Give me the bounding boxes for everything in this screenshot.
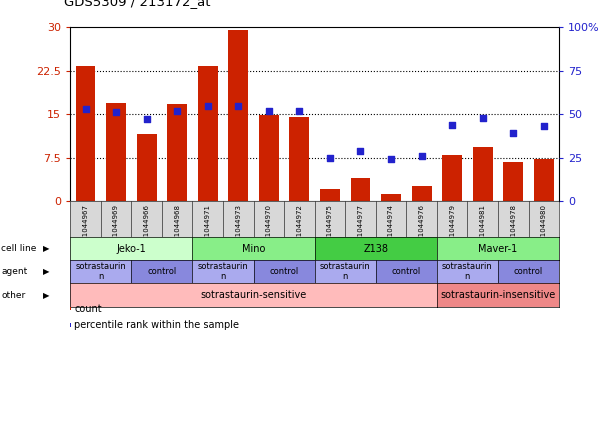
Point <box>325 154 335 161</box>
Text: GSM1044975: GSM1044975 <box>327 204 333 251</box>
Text: GSM1044967: GSM1044967 <box>82 204 89 251</box>
Point <box>203 102 213 109</box>
Bar <box>412 187 431 201</box>
Point <box>447 121 457 128</box>
Bar <box>106 103 126 201</box>
Text: control: control <box>269 267 299 276</box>
Bar <box>473 147 492 201</box>
Text: other: other <box>1 291 26 299</box>
Text: ▶: ▶ <box>43 244 49 253</box>
Text: count: count <box>75 304 102 314</box>
Text: GSM1044969: GSM1044969 <box>113 204 119 251</box>
Point <box>478 114 488 121</box>
Text: sotrastaurin-insensitive: sotrastaurin-insensitive <box>441 290 555 300</box>
Text: GSM1044974: GSM1044974 <box>388 204 394 251</box>
Text: GSM1044973: GSM1044973 <box>235 204 241 251</box>
Text: ▶: ▶ <box>43 267 49 276</box>
Text: ▶: ▶ <box>43 291 49 299</box>
Bar <box>442 155 462 201</box>
Text: GSM1044978: GSM1044978 <box>510 204 516 251</box>
Text: GSM1044981: GSM1044981 <box>480 204 486 251</box>
Point <box>81 106 90 113</box>
Bar <box>351 178 370 201</box>
Text: GSM1044970: GSM1044970 <box>266 204 272 251</box>
Text: GSM1044966: GSM1044966 <box>144 204 150 251</box>
Text: Mino: Mino <box>242 244 265 253</box>
Bar <box>534 159 554 201</box>
Point <box>264 107 274 114</box>
Text: control: control <box>147 267 177 276</box>
Point <box>539 123 549 130</box>
Text: Maver-1: Maver-1 <box>478 244 518 253</box>
Text: sotrastaurin
n: sotrastaurin n <box>75 262 126 281</box>
Text: Jeko-1: Jeko-1 <box>117 244 146 253</box>
Point <box>356 147 365 154</box>
Text: sotrastaurin
n: sotrastaurin n <box>320 262 371 281</box>
Text: GSM1044972: GSM1044972 <box>296 204 302 251</box>
Point <box>142 116 152 123</box>
Bar <box>76 66 95 201</box>
Text: GSM1044980: GSM1044980 <box>541 204 547 251</box>
Point <box>386 156 396 163</box>
Point <box>295 107 304 114</box>
Text: GSM1044977: GSM1044977 <box>357 204 364 251</box>
Bar <box>198 66 218 201</box>
Point <box>111 109 121 116</box>
Bar <box>167 104 187 201</box>
Bar <box>259 115 279 201</box>
Point <box>417 152 426 159</box>
Bar <box>137 135 156 201</box>
Text: sotrastaurin
n: sotrastaurin n <box>197 262 249 281</box>
Point <box>508 130 518 137</box>
Text: GSM1044976: GSM1044976 <box>419 204 425 251</box>
Point <box>172 107 182 114</box>
Point <box>233 102 243 109</box>
Text: percentile rank within the sample: percentile rank within the sample <box>75 320 240 330</box>
Text: sotrastaurin
n: sotrastaurin n <box>442 262 493 281</box>
Text: cell line: cell line <box>1 244 37 253</box>
Bar <box>320 190 340 201</box>
Text: agent: agent <box>1 267 27 276</box>
Bar <box>229 30 248 201</box>
Text: control: control <box>514 267 543 276</box>
Text: sotrastaurin-sensitive: sotrastaurin-sensitive <box>200 290 307 300</box>
Text: GSM1044979: GSM1044979 <box>449 204 455 251</box>
Text: control: control <box>392 267 421 276</box>
Bar <box>381 194 401 201</box>
Text: Z138: Z138 <box>364 244 388 253</box>
Text: GDS5309 / 213172_at: GDS5309 / 213172_at <box>64 0 211 8</box>
Bar <box>290 116 309 201</box>
Bar <box>503 162 523 201</box>
Text: GSM1044968: GSM1044968 <box>174 204 180 251</box>
Text: GSM1044971: GSM1044971 <box>205 204 211 251</box>
